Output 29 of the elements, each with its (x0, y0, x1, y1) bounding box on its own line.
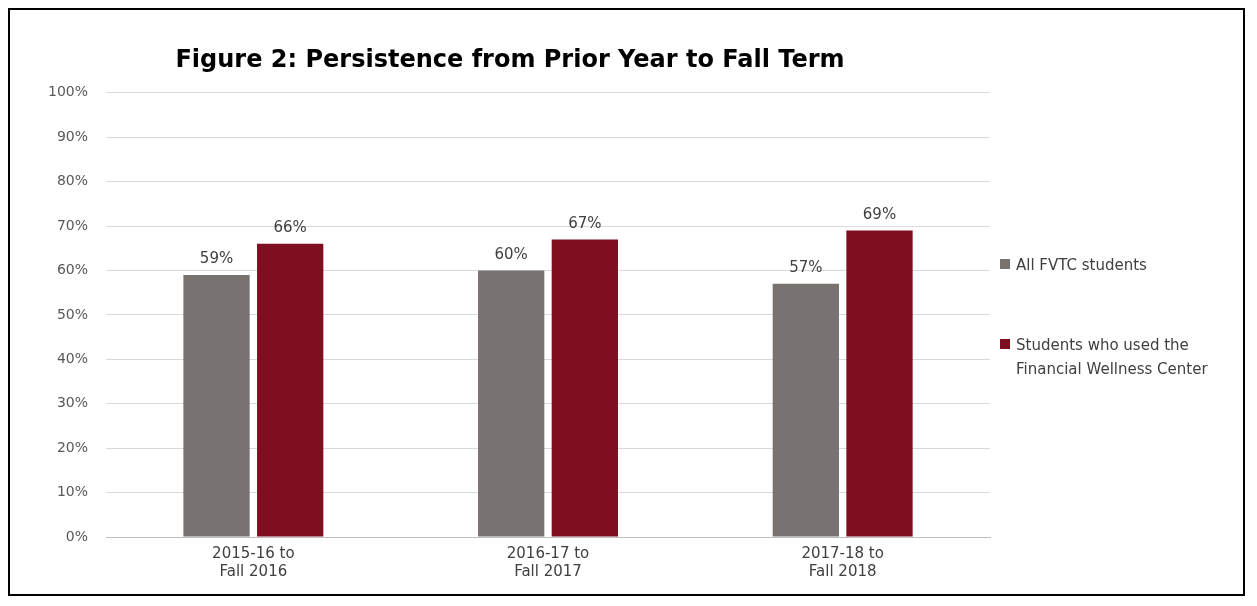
y-tick-label: 60% (56, 261, 89, 278)
y-tick-label: 30% (56, 394, 89, 411)
y-tick-label: 80% (56, 172, 89, 189)
text: 60% (494, 244, 528, 263)
y-tick-label: 50% (56, 305, 89, 322)
bar (257, 243, 324, 537)
bar (772, 283, 839, 537)
legend-label: Students who used the Financial Wellness Center (1016, 335, 1209, 380)
legend-label: All FVTC students (1016, 255, 1147, 276)
y-tick-label: 90% (56, 127, 89, 144)
y-tick-label: 10% (56, 483, 89, 500)
y-tick-label: 0% (65, 527, 89, 544)
y-tick-label: 40% (56, 349, 89, 366)
text: 57% (789, 258, 823, 277)
x-tick-label: 2017-18 to Fall 2018 (801, 543, 884, 580)
text: 59% (199, 249, 234, 268)
x-tick-label: 2015-16 to Fall 2016 (212, 543, 295, 580)
bar (183, 274, 250, 537)
text: 66% (273, 218, 307, 237)
y-tick-label: 100% (47, 83, 89, 100)
text: 67% (568, 213, 602, 232)
text: 69% (862, 204, 897, 223)
chart-title: Figure 2: Persistence from Prior Year to Fall Term (175, 44, 845, 73)
y-tick-label: 70% (56, 216, 89, 233)
bar (846, 230, 913, 537)
bar (551, 239, 618, 537)
x-tick-label: 2016-17 to Fall 2017 (506, 543, 590, 580)
bar (478, 270, 545, 537)
y-tick-label: 20% (56, 438, 89, 455)
